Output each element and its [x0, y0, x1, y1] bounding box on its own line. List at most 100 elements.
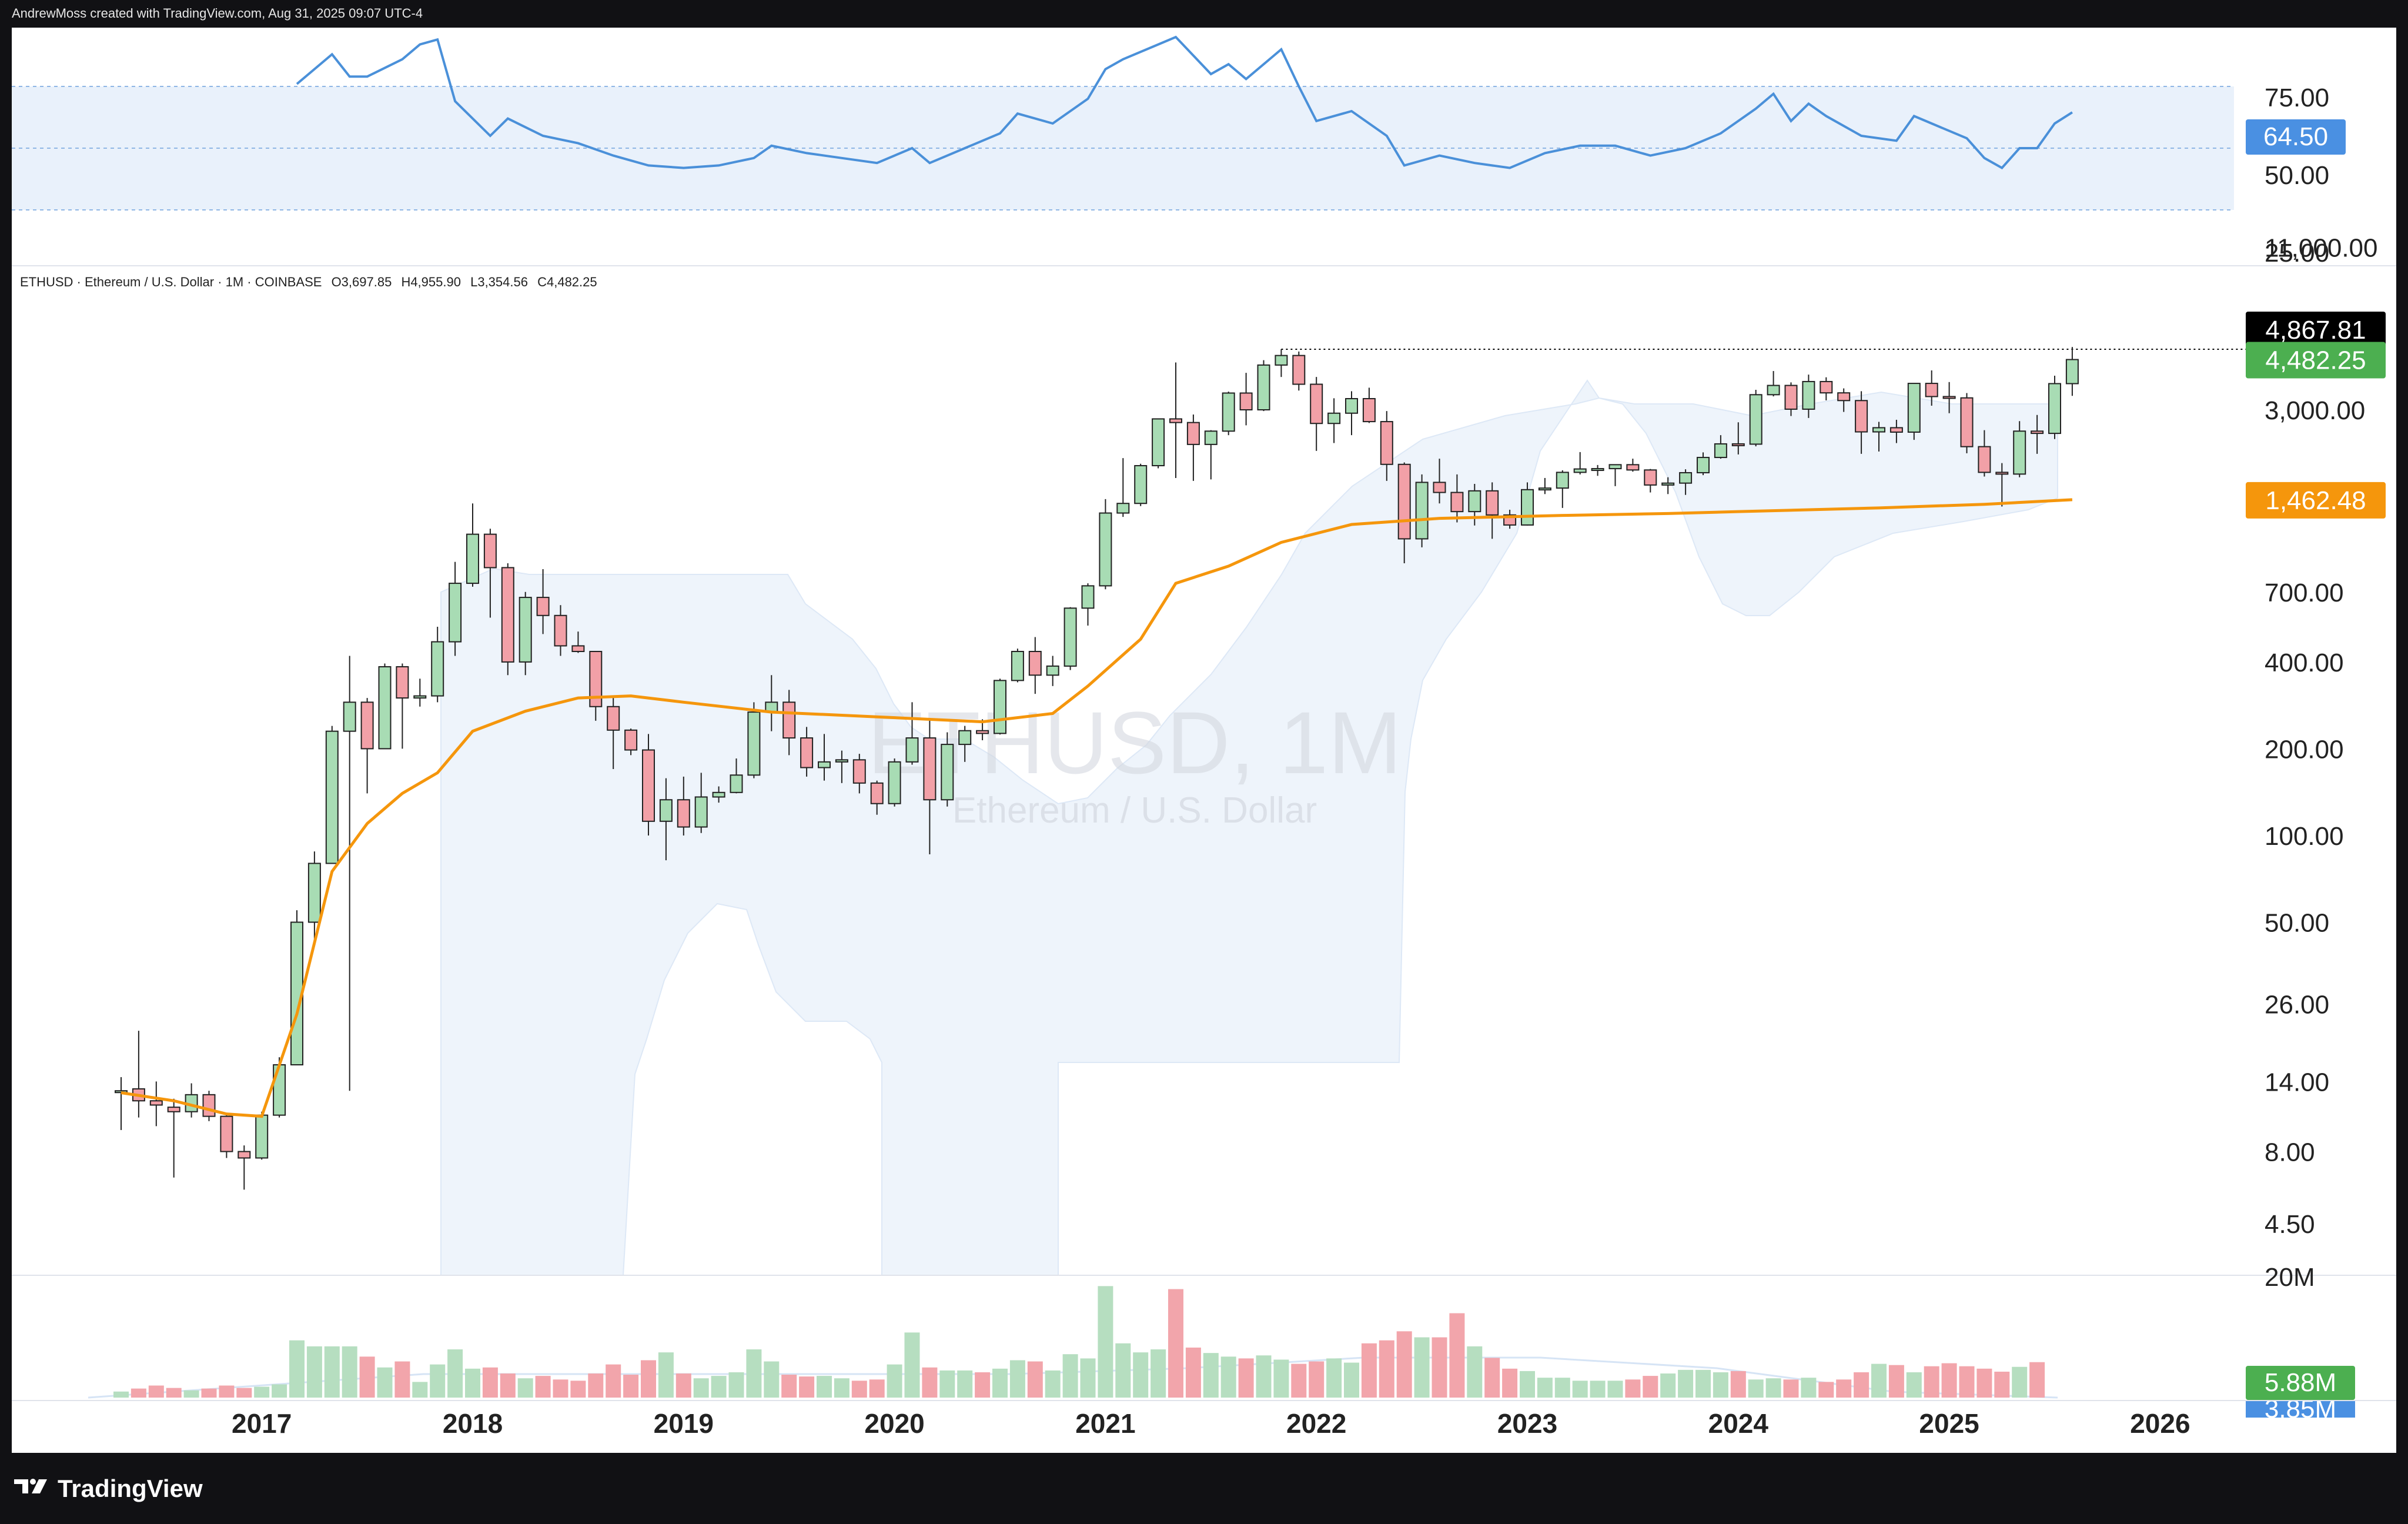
price-tick-label: 200.00: [2265, 735, 2344, 764]
price-tick-label: 11,000.00: [2265, 233, 2377, 262]
candle-body: [835, 759, 848, 763]
volume-bar: [1484, 1358, 1500, 1398]
volume-bar: [342, 1346, 357, 1398]
volume-bar: [219, 1385, 235, 1398]
time-axis: 2017 2018 2019 2020 2021 2022 2023 2024 2025 2026: [232, 1408, 2190, 1439]
candle: [2013, 421, 2026, 477]
candle: [1714, 435, 1727, 459]
candle-body: [1661, 482, 1675, 486]
candle-body: [2048, 383, 2061, 435]
volume-bar: [1449, 1313, 1465, 1398]
candle-body: [554, 614, 567, 647]
candle-body: [1028, 651, 1042, 676]
candle-body: [449, 583, 462, 643]
candle-body: [1222, 392, 1235, 432]
candle: [1292, 351, 1306, 391]
time-axis-label: 2023: [1497, 1408, 1557, 1439]
candle-body: [273, 1064, 286, 1116]
volume-bar: [1801, 1378, 1817, 1398]
tradingview-logo[interactable]: TradingView: [13, 1475, 203, 1503]
candle-body: [255, 1114, 269, 1159]
volume-bar: [1115, 1343, 1131, 1398]
volume-bar: [148, 1385, 164, 1398]
time-axis-label: 2024: [1708, 1408, 1769, 1439]
price-tag-label: 4,867.81: [2265, 316, 2366, 345]
candle: [607, 698, 620, 769]
candle: [818, 734, 831, 781]
candle: [1310, 377, 1323, 451]
chart-frame[interactable]: 75.00 50.00 25.00 64.50 ETHUSD · Ethereu…: [12, 28, 2396, 1453]
candle-body: [976, 730, 989, 734]
price-tick-label: 100.00: [2265, 822, 2344, 851]
volume-bar: [1836, 1379, 1852, 1398]
candle: [1450, 474, 1464, 523]
volume-bar: [254, 1386, 270, 1398]
candle-body: [941, 744, 954, 801]
volume-bar: [1941, 1363, 1957, 1398]
chart-svg[interactable]: 75.00 50.00 25.00 64.50 ETHUSD · Ethereu…: [12, 28, 2396, 1453]
time-axis-label: 2025: [1919, 1408, 1979, 1439]
rsi-pane: 75.00 50.00 25.00 64.50: [12, 35, 2346, 268]
rsi-tick-50: 50.00: [2265, 161, 2329, 190]
candle: [624, 728, 638, 756]
price-tag: 4,482.25: [2246, 342, 2386, 379]
candle: [1099, 499, 1112, 590]
time-axis-label: 2017: [232, 1408, 292, 1439]
volume-bar: [1220, 1356, 1236, 1398]
candle-body: [1081, 585, 1095, 609]
volume-bar: [500, 1373, 516, 1398]
candle-body: [624, 729, 638, 751]
volume-bar: [588, 1373, 604, 1398]
candle-body: [466, 533, 479, 584]
volume-bar: [1080, 1358, 1096, 1398]
candle: [115, 1077, 128, 1130]
chart-credit: AndrewMoss created with TradingView.com,…: [12, 6, 423, 21]
volume-bar: [834, 1378, 850, 1398]
candle-body: [1275, 355, 1288, 366]
candle-body: [1011, 651, 1024, 681]
price-tag: 1,462.48: [2246, 482, 2386, 519]
candle: [536, 569, 550, 634]
candle: [1889, 419, 1903, 443]
volume-bar: [1537, 1378, 1553, 1398]
volume-bar: [272, 1384, 287, 1398]
candle: [431, 626, 444, 703]
candle: [923, 720, 937, 855]
candle-body: [677, 799, 690, 828]
volume-bar: [306, 1346, 322, 1398]
volume-bar: [412, 1382, 428, 1398]
time-axis-label: 2018: [443, 1408, 503, 1439]
candle: [1731, 422, 1745, 454]
volume-bar: [1291, 1363, 1307, 1398]
candle: [1186, 414, 1200, 481]
candle: [2031, 415, 2044, 454]
candle: [2065, 347, 2079, 396]
candle-body: [1855, 400, 1868, 433]
volume-bar: [658, 1352, 674, 1398]
candle: [1081, 583, 1095, 626]
candle-body: [1186, 422, 1200, 445]
candle-body: [149, 1100, 163, 1106]
candle-body: [220, 1115, 233, 1152]
candle-body: [1925, 383, 1938, 397]
candle: [449, 562, 462, 656]
candle-body: [519, 597, 532, 663]
candle-body: [888, 761, 901, 804]
candle-body: [958, 730, 972, 746]
price-tick-label: 700.00: [2265, 579, 2344, 607]
candle: [238, 1145, 251, 1190]
volume-bar: [1396, 1331, 1412, 1398]
volume-bar: [570, 1381, 586, 1398]
candle: [1661, 477, 1675, 494]
rsi-tick-25: 25.00: [2265, 239, 2329, 268]
candle: [1942, 382, 1956, 413]
candle-body: [1573, 468, 1587, 473]
volume-bar: [1678, 1369, 1694, 1398]
candle-body: [607, 706, 620, 731]
volume-bar: [1326, 1358, 1342, 1398]
rsi-line: [296, 35, 2073, 170]
candle: [519, 591, 532, 676]
candle-body: [712, 791, 725, 798]
candle-body: [1239, 392, 1253, 411]
candle-body: [1731, 443, 1745, 446]
